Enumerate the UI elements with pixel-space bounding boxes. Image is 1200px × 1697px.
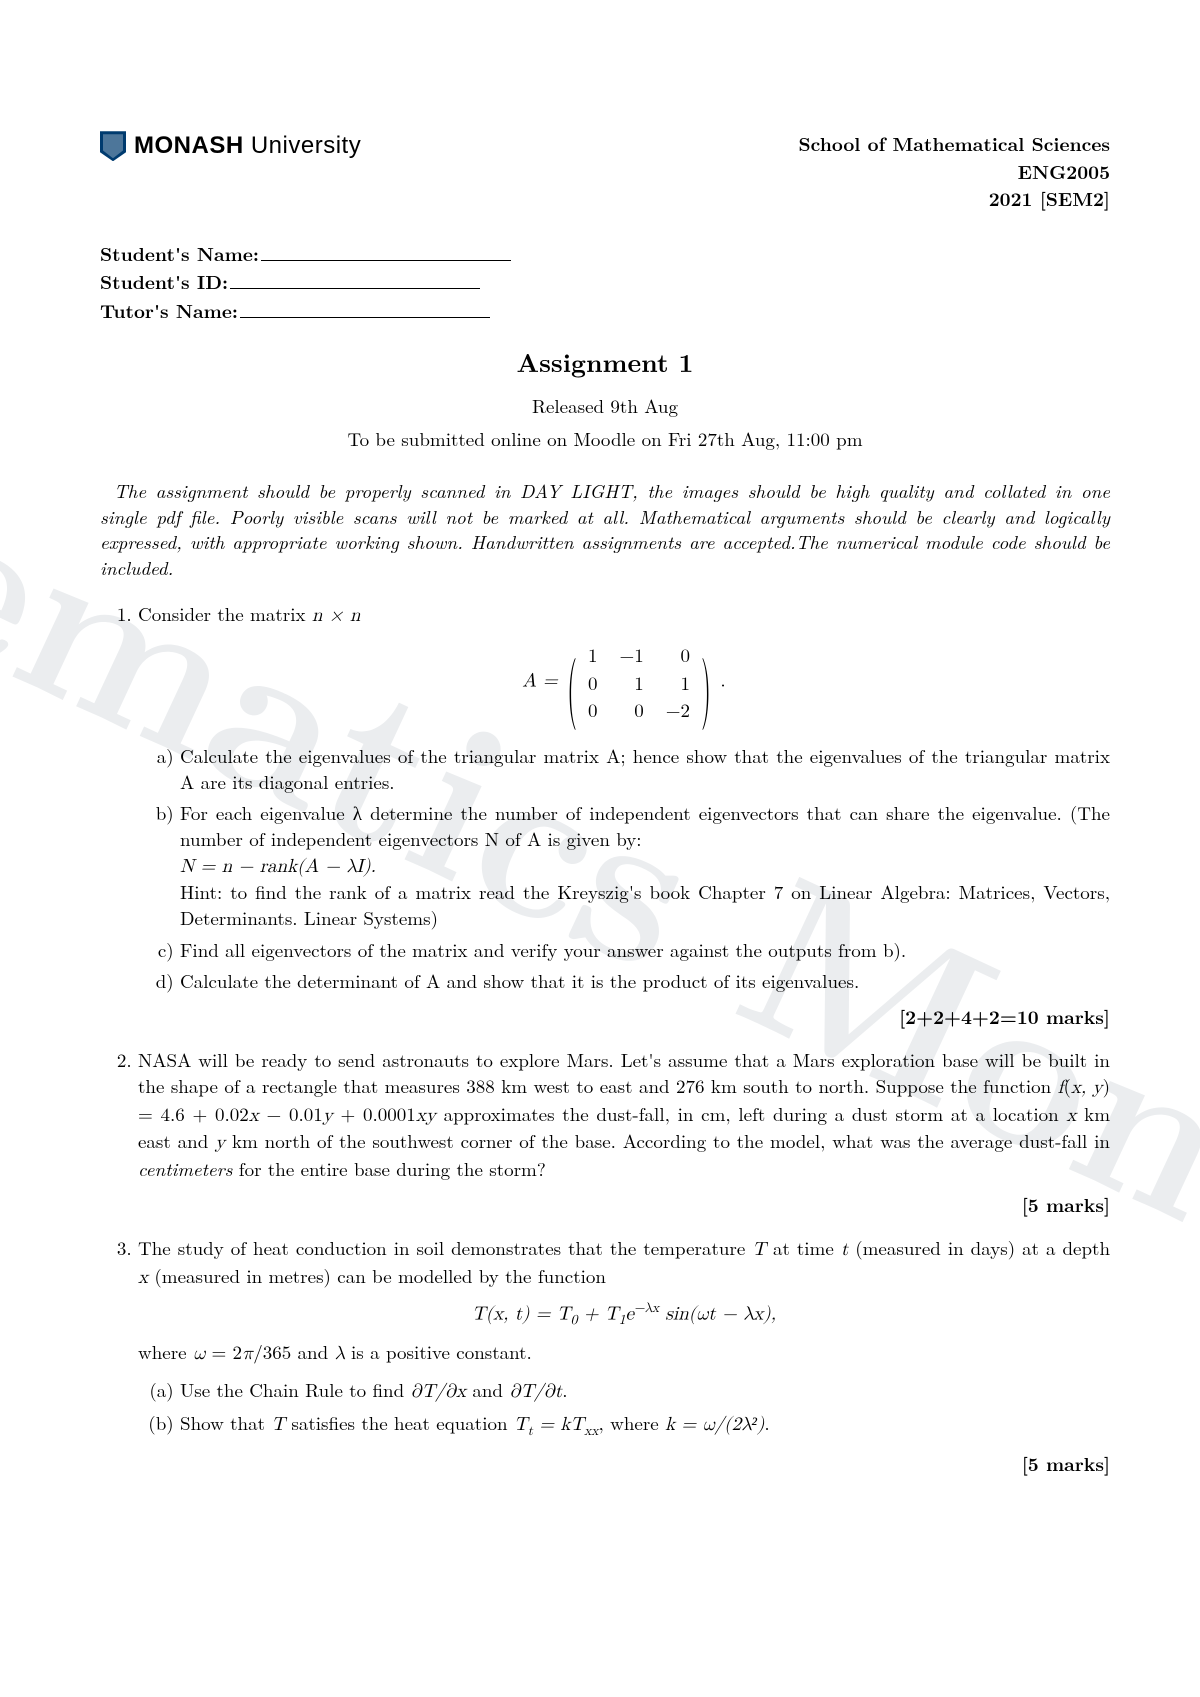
q3-where: where ω = 2π/365 and λ is a positive con… — [138, 1338, 532, 1365]
question-1: Consider the matrix n × n A = ( 1 −1 0 0… — [138, 601, 1110, 1030]
q2-text: NASA will be ready to send astronauts to… — [138, 1046, 1110, 1182]
m-0-0: 1 — [588, 642, 598, 668]
q1-b-text: For each eigenvalue λ determine the numb… — [180, 799, 1110, 852]
paren-left: ( — [567, 654, 577, 712]
paren-right: ) — [701, 654, 711, 712]
q3-equation: T(x, t) = T0 + T1e−λx sin(ωt − λx), — [138, 1299, 1110, 1330]
q1-intro: Consider the matrix n × n — [138, 600, 360, 627]
school-name: School of Mathematical Sciences — [798, 130, 1110, 158]
q1-b-eq: N = n − rank(A − λI). — [180, 857, 376, 876]
instructions: The assignment should be properly scanne… — [100, 478, 1110, 581]
line-tutor-name — [240, 298, 490, 318]
field-student-name: Student's Name: — [100, 241, 1110, 267]
question-3: The study of heat conduction in soil dem… — [138, 1235, 1110, 1476]
page: MONASH University School of Mathematical… — [0, 0, 1200, 1574]
shield-icon — [100, 131, 126, 161]
matrix-grid: 1 −1 0 0 1 1 0 0 −2 — [580, 638, 698, 727]
q1-d: Calculate the determinant of A and show … — [180, 968, 1110, 994]
assignment-title: Assignment 1 — [100, 344, 1110, 379]
question-2: NASA will be ready to send astronauts to… — [138, 1047, 1110, 1217]
q3-intro: The study of heat conduction in soil dem… — [138, 1234, 1110, 1289]
matrix-period: . — [720, 666, 725, 693]
label-student-id: Student's ID: — [100, 267, 228, 295]
m-0-1: −1 — [619, 642, 643, 668]
label-student-name: Student's Name: — [100, 239, 259, 267]
logo-light: University — [251, 132, 361, 159]
m-2-1: 0 — [619, 697, 643, 723]
q1-b-hint: Hint: to find the rank of a matrix read … — [180, 878, 1110, 931]
m-1-2: 1 — [666, 670, 690, 696]
q3-marks: [5 marks] — [138, 1451, 1110, 1477]
m-2-0: 0 — [588, 697, 598, 723]
q1-matrix-block: A = ( 1 −1 0 0 1 1 0 0 −2 ) — [138, 638, 1110, 727]
q3-a: Use the Chain Rule to find ∂T/∂x and ∂T/… — [180, 1377, 1110, 1405]
m-2-2: −2 — [666, 697, 690, 723]
label-tutor-name: Tutor's Name: — [100, 296, 238, 324]
title-block: Assignment 1 Released 9th Aug To be subm… — [100, 344, 1110, 452]
line-student-name — [261, 241, 511, 261]
q1-a: Calculate the eigenvalues of the triangu… — [180, 743, 1110, 794]
semester: 2021 [SEM2] — [798, 185, 1110, 213]
released-date: Released 9th Aug — [100, 393, 1110, 419]
q2-marks: [5 marks] — [138, 1192, 1110, 1218]
unit-code: ENG2005 — [798, 158, 1110, 186]
q3-b: Show that T satisfies the heat equation … — [180, 1410, 1110, 1440]
q1-c: Find all eigenvectors of the matrix and … — [180, 937, 1110, 963]
logo-text: MONASH University — [134, 130, 361, 162]
due-date: To be submitted online on Moodle on Fri … — [100, 426, 1110, 452]
q1-marks: [2+2+4+2=10 marks] — [138, 1004, 1110, 1030]
field-tutor-name: Tutor's Name: — [100, 298, 1110, 324]
logo-bold: MONASH — [134, 132, 244, 159]
m-1-0: 0 — [588, 670, 598, 696]
matrix-label: A = — [522, 672, 564, 691]
field-student-id: Student's ID: — [100, 269, 1110, 295]
logo-block: MONASH University — [100, 130, 361, 162]
questions-list: Consider the matrix n × n A = ( 1 −1 0 0… — [100, 601, 1110, 1477]
matrix: ( 1 −1 0 0 1 1 0 0 −2 ) — [564, 638, 714, 727]
q1-b: For each eigenvalue λ determine the numb… — [180, 800, 1110, 930]
m-0-2: 0 — [666, 642, 690, 668]
q3-subparts: Use the Chain Rule to find ∂T/∂x and ∂T/… — [138, 1377, 1110, 1441]
q1-subparts: Calculate the eigenvalues of the triangu… — [138, 743, 1110, 994]
m-1-1: 1 — [619, 670, 643, 696]
header: MONASH University School of Mathematical… — [100, 130, 1110, 213]
header-right: School of Mathematical Sciences ENG2005 … — [798, 130, 1110, 213]
line-student-id — [230, 269, 480, 289]
student-fields: Student's Name: Student's ID: Tutor's Na… — [100, 241, 1110, 324]
